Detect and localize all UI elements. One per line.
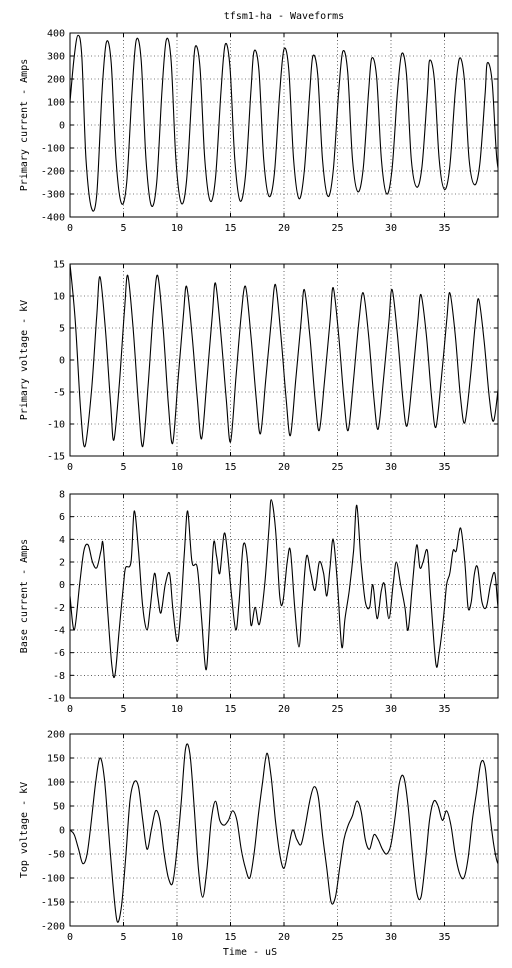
x-tick-label: 10 — [171, 462, 183, 473]
y-tick-label: 0 — [59, 121, 65, 132]
waveform-panel-3: 0 5 10 15 20 25 30 35 -10 -8 -6 -4 -2 0 2 4 6 8 Base curre… — [19, 490, 499, 715]
x-tick-label: 10 — [171, 932, 183, 943]
x-tick-label: 15 — [224, 704, 236, 715]
x-tick-label: 35 — [438, 704, 450, 715]
y-tick-label: 4 — [59, 535, 65, 546]
waveform-panel-2: 0 5 10 15 20 25 30 35 -15 -10 -5 0 5 10 15 Primary volt… — [19, 260, 499, 473]
y-tick-label: 100 — [47, 778, 65, 789]
waveform-trace — [70, 743, 498, 923]
y-tick-label: -50 — [47, 850, 65, 861]
y-axis-label: Primary current - Amps — [19, 59, 30, 191]
x-tick-label: 20 — [278, 223, 290, 234]
y-tick-label: -10 — [47, 694, 65, 705]
waveform-trace — [70, 499, 498, 679]
x-tick-label: 30 — [385, 704, 397, 715]
x-tick-label: 25 — [331, 932, 343, 943]
y-tick-label: -5 — [53, 388, 65, 399]
x-tick-label: 35 — [438, 223, 450, 234]
y-tick-label: 5 — [59, 324, 65, 335]
y-tick-label: 6 — [59, 512, 65, 523]
y-tick-label: 10 — [53, 292, 65, 303]
x-tick-label: 0 — [67, 462, 73, 473]
y-tick-label: 2 — [59, 558, 65, 569]
y-tick-label: -100 — [41, 874, 65, 885]
x-tick-label: 20 — [278, 462, 290, 473]
y-axis-label: Base current - Amps — [19, 539, 30, 653]
y-axis-label: Top voltage - kV — [19, 782, 30, 878]
x-tick-label: 0 — [67, 223, 73, 234]
x-tick-label: 0 — [67, 932, 73, 943]
y-tick-label: -400 — [41, 213, 65, 224]
x-tick-label: 20 — [278, 704, 290, 715]
x-tick-label: 25 — [331, 462, 343, 473]
x-tick-label: 5 — [120, 462, 126, 473]
figure-title: tfsm1-ha - Waveforms — [224, 11, 344, 22]
y-tick-label: -100 — [41, 144, 65, 155]
waveform-trace — [70, 34, 498, 212]
x-tick-label: 5 — [120, 704, 126, 715]
x-tick-label: 10 — [171, 223, 183, 234]
x-tick-label: 20 — [278, 932, 290, 943]
y-tick-label: -300 — [41, 190, 65, 201]
waveform-panel-4: 0 5 10 15 20 25 30 35 -200 -150 -100 -50 0 50 100 150 20… — [19, 730, 499, 958]
x-tick-label: 25 — [331, 223, 343, 234]
y-tick-label: -200 — [41, 922, 65, 933]
x-tick-label: 5 — [120, 932, 126, 943]
waveform-trace — [70, 264, 498, 448]
y-tick-label: -200 — [41, 167, 65, 178]
y-tick-label: 0 — [59, 580, 65, 591]
y-tick-label: 15 — [53, 260, 65, 271]
y-tick-label: 300 — [47, 52, 65, 63]
y-tick-label: -6 — [53, 648, 65, 659]
y-tick-label: 200 — [47, 730, 65, 741]
x-tick-label: 35 — [438, 932, 450, 943]
panels-container: 0 5 10 15 20 25 30 35-400-300-200-1000100200300… — [19, 29, 499, 958]
y-tick-label: 100 — [47, 98, 65, 109]
x-tick-label: 15 — [224, 462, 236, 473]
x-axis-label: Time - uS — [223, 947, 277, 958]
y-tick-label: 0 — [59, 826, 65, 837]
y-tick-label: -10 — [47, 420, 65, 431]
x-tick-label: 5 — [120, 223, 126, 234]
y-tick-label: 400 — [47, 29, 65, 40]
x-tick-label: 0 — [67, 704, 73, 715]
x-tick-label: 35 — [438, 462, 450, 473]
x-tick-label: 30 — [385, 462, 397, 473]
waveform-panel-1: 0 5 10 15 20 25 30 35 -400 -300 -200 -100 0 100 200 300… — [19, 29, 499, 234]
x-tick-label: 30 — [385, 223, 397, 234]
x-tick-label: 15 — [224, 223, 236, 234]
x-tick-label: 15 — [224, 932, 236, 943]
y-tick-label: -150 — [41, 898, 65, 909]
y-tick-label: 150 — [47, 754, 65, 765]
y-tick-label: -2 — [53, 603, 65, 614]
y-tick-label: -8 — [53, 671, 65, 682]
y-tick-label: 200 — [47, 75, 65, 86]
x-tick-label: 30 — [385, 932, 397, 943]
y-tick-label: 0 — [59, 356, 65, 367]
y-tick-label: 50 — [53, 802, 65, 813]
y-tick-label: 8 — [59, 490, 65, 501]
y-axis-label: Primary voltage - kV — [19, 300, 30, 420]
x-tick-label: 25 — [331, 704, 343, 715]
y-tick-label: -4 — [53, 626, 65, 637]
y-tick-label: -15 — [47, 452, 65, 463]
x-tick-label: 10 — [171, 704, 183, 715]
